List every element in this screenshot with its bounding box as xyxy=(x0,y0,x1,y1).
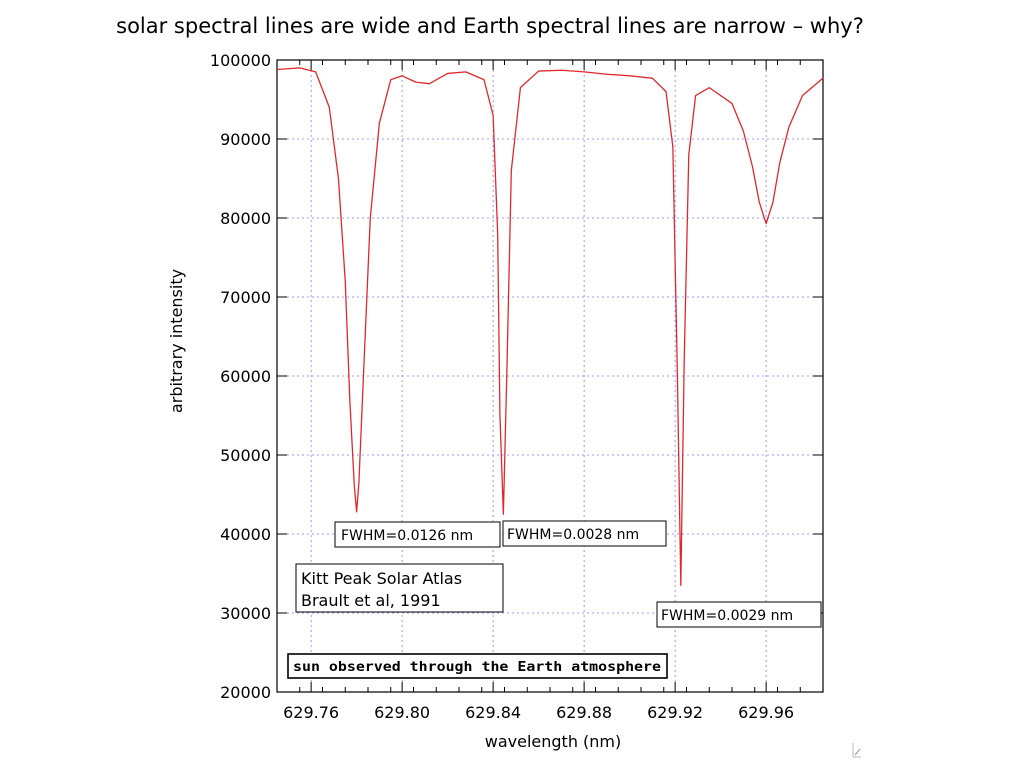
y-axis-label: arbitrary intensity xyxy=(167,269,186,413)
y-tick-label: 40000 xyxy=(220,525,271,544)
y-tick-label: 90000 xyxy=(220,130,271,149)
fwhm-label-2: FWHM=0.0028 nm xyxy=(507,527,639,543)
fwhm-box-3 xyxy=(656,601,822,628)
x-tick-label: 629.84 xyxy=(465,703,521,722)
slide-title: solar spectral lines are wide and Earth … xyxy=(116,14,864,38)
y-tick-label: 100000 xyxy=(210,51,271,70)
source-label-line-2: Brault et al, 1991 xyxy=(301,591,441,610)
y-tick-label: 30000 xyxy=(220,604,271,623)
x-tick-label: 629.92 xyxy=(647,703,703,722)
tick-layer xyxy=(276,59,824,693)
y-tick-label: 70000 xyxy=(220,288,271,307)
fwhm-label-1: FWHM=0.0126 nm xyxy=(341,528,473,544)
x-tick-label: 629.96 xyxy=(738,703,794,722)
resize-corner-icon xyxy=(852,743,861,758)
source-label-line-1: Kitt Peak Solar Atlas xyxy=(301,569,462,588)
source-box xyxy=(295,563,504,613)
y-tick-label: 60000 xyxy=(220,367,271,386)
y-tick-label: 50000 xyxy=(220,446,271,465)
x-axis-label: wavelength (nm) xyxy=(485,732,622,751)
x-tick-label: 629.88 xyxy=(556,703,612,722)
observation-box xyxy=(287,653,668,679)
spectrum-line-0 xyxy=(276,67,824,586)
fwhm-box-2 xyxy=(502,520,667,547)
y-tick-label: 80000 xyxy=(220,209,271,228)
fwhm-box-1 xyxy=(334,521,501,548)
line-layer xyxy=(276,67,824,586)
x-tick-label: 629.80 xyxy=(374,703,430,722)
x-tick-label: 629.76 xyxy=(283,703,339,722)
label-layer: 20000 30000 40000 50000 60000 70000 80000 90000… xyxy=(210,51,794,722)
y-tick-label: 20000 xyxy=(220,683,271,702)
fwhm-label-3: FWHM=0.0029 nm xyxy=(661,608,793,624)
observation-label: sun observed through the Earth atmospher… xyxy=(293,660,661,675)
